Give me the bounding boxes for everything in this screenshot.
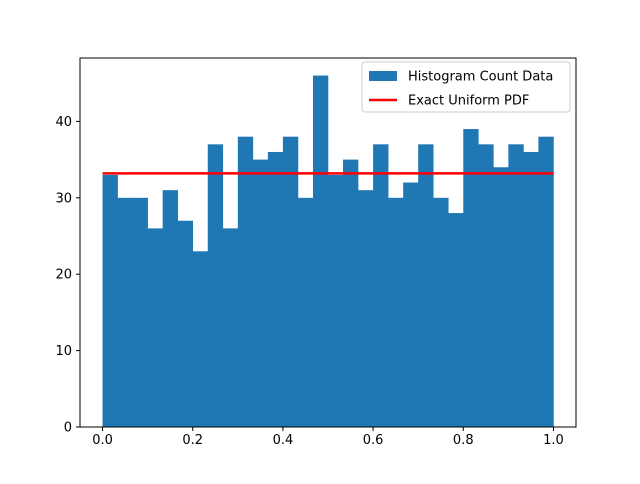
axes-frame (79, 57, 577, 428)
histogram-bar (538, 136, 554, 427)
y-tick-label: 30 (55, 191, 72, 206)
y-tick-label: 0 (64, 421, 72, 436)
histogram-bar (102, 174, 118, 427)
x-tick-label: 0.6 (363, 433, 384, 448)
histogram-bar (132, 197, 148, 427)
y-tick-label: 20 (55, 268, 72, 283)
x-axis-ticks: 0.0 0.2 0.4 0.6 0.8 1.0 (92, 427, 564, 448)
legend-label: Histogram Count Data (408, 70, 553, 85)
histogram-bar (493, 167, 509, 427)
histogram-bar (267, 151, 284, 428)
histogram-bar (463, 129, 479, 427)
histogram-bar (523, 151, 539, 428)
histogram-bar (343, 159, 359, 427)
histogram-bar (433, 197, 449, 427)
histogram-bar (207, 144, 224, 427)
y-axis-ticks: 0 10 20 30 40 (55, 115, 80, 436)
histogram-bar (237, 136, 254, 427)
histogram-bar (222, 228, 239, 427)
histogram-bar (162, 190, 178, 427)
histogram-bar (192, 251, 209, 427)
histogram-bar (508, 144, 524, 427)
histogram-bar (373, 144, 389, 427)
y-tick-label: 10 (55, 344, 72, 359)
histogram-bar (312, 75, 329, 428)
histogram-bar (297, 197, 314, 427)
axes-spines (79, 57, 577, 428)
legend: Histogram Count Data Exact Uniform PDF (361, 61, 571, 113)
y-tick-label: 40 (55, 115, 72, 130)
x-tick-label: 0.4 (273, 433, 294, 448)
histogram-bar (403, 182, 419, 427)
histogram-bar (388, 197, 404, 427)
histogram-bar (252, 159, 269, 427)
histogram-bar (358, 190, 374, 427)
legend-label: Exact Uniform PDF (408, 94, 529, 109)
x-tick-label: 0.0 (92, 433, 113, 448)
histogram-bar (147, 228, 163, 427)
legend-swatch-histogram (369, 71, 397, 81)
x-tick-label: 1.0 (543, 433, 564, 448)
histogram-bar (448, 213, 464, 427)
histogram-bar (328, 174, 344, 427)
histogram-bar (282, 136, 299, 427)
histogram-bar (418, 144, 434, 427)
histogram-bars (102, 75, 554, 428)
legend-box (361, 61, 571, 113)
x-tick-label: 0.2 (182, 433, 203, 448)
x-tick-label: 0.8 (453, 433, 474, 448)
histogram-bar (177, 220, 194, 427)
histogram-bar (117, 197, 133, 427)
histogram-bar (478, 144, 494, 427)
